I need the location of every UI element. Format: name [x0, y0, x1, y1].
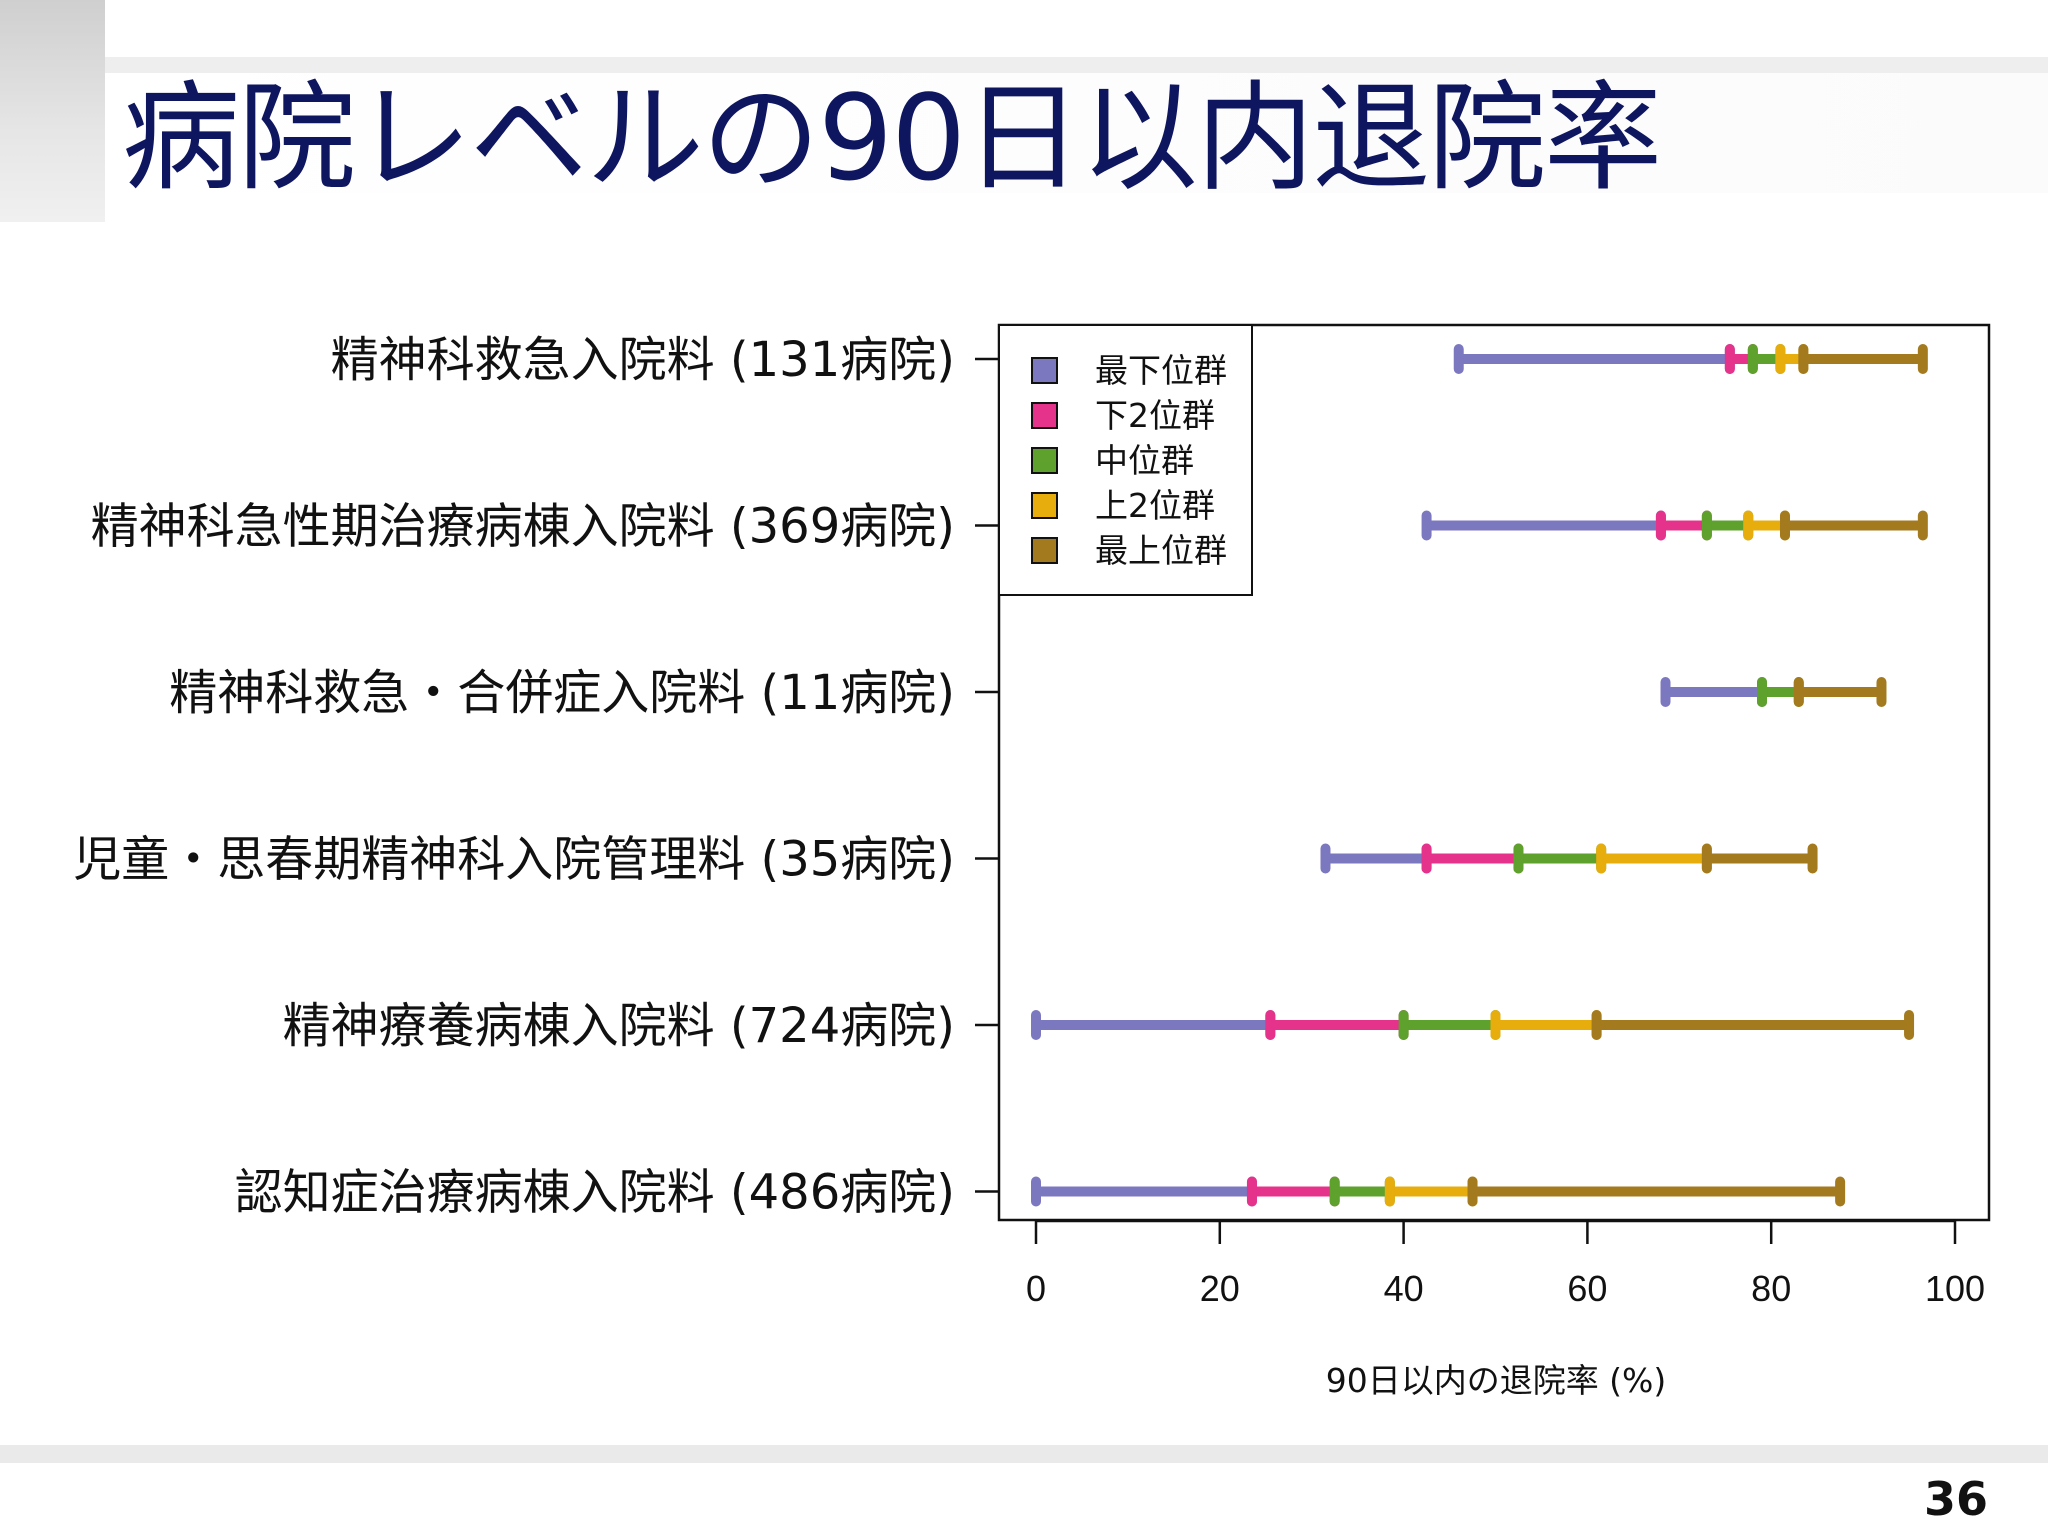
x-tick-label: 0 [1026, 1268, 1046, 1309]
segment-cap [1743, 510, 1754, 541]
x-axis-title: 90日以内の退院率 (%) [1326, 1361, 1667, 1400]
legend-label: 最下位群 [1095, 351, 1227, 390]
segment-cap [1660, 677, 1671, 707]
segment-cap [1596, 843, 1607, 874]
category-label: 認知症治療病棟入院料 (486病院) [235, 1165, 955, 1221]
legend-label: 下2位群 [1095, 396, 1215, 435]
x-tick-label: 20 [1200, 1268, 1240, 1309]
x-tick-label: 60 [1567, 1268, 1607, 1309]
segment-cap [1793, 677, 1804, 707]
segment-cap [1591, 1010, 1602, 1040]
segment-cap [1747, 344, 1758, 374]
legend-swatch [1031, 537, 1058, 564]
legend-swatch [1031, 357, 1058, 384]
segment-cap [1031, 1176, 1041, 1207]
footer-band [0, 1445, 2048, 1463]
segment-cap [1775, 344, 1786, 374]
slide-title: 病院レベルの90日以内退院率 [122, 69, 1662, 207]
title-background [105, 73, 2048, 193]
segment-cap [1265, 1010, 1276, 1040]
segment-cap [1398, 1010, 1409, 1040]
category-label: 精神科急性期治療病棟入院料 (369病院) [91, 499, 955, 555]
segment-cap [1655, 510, 1666, 541]
segment-cap [1876, 677, 1887, 707]
legend-swatch [1031, 492, 1058, 519]
legend-swatch [1031, 402, 1058, 429]
legend-swatch [1031, 447, 1058, 474]
segment-cap [1329, 1176, 1340, 1207]
category-label: 精神療養病棟入院料 (724病院) [283, 998, 955, 1054]
segment-cap [1724, 344, 1735, 374]
category-axis: 精神科救急入院料 (131病院) 精神科急性期治療病棟入院料 (369病院) 精神科… [73, 332, 999, 1221]
legend-label: 中位群 [1095, 441, 1194, 480]
segment-cap [1701, 510, 1712, 541]
x-tick-label: 100 [1925, 1268, 1985, 1309]
segment-cap [1807, 843, 1818, 874]
category-label: 児童・思春期精神科入院管理料 (35病院) [73, 832, 955, 888]
x-tick-label: 40 [1384, 1268, 1424, 1309]
segment-cap [1835, 1176, 1846, 1207]
segment-cap [1490, 1010, 1501, 1040]
data-segments [1031, 344, 1928, 1207]
segment-cap [1467, 1176, 1478, 1207]
x-axis: 0 20 40 60 80 100 [1026, 1219, 1985, 1309]
segment-cap [1757, 677, 1768, 707]
title-band [105, 57, 2048, 73]
category-label: 精神科救急・合併症入院料 (11病院) [169, 665, 955, 721]
corner-decoration [0, 0, 105, 222]
segment-cap [1513, 843, 1524, 874]
segment-cap [1798, 344, 1809, 374]
segment-cap [1031, 1010, 1041, 1040]
segment-cap [1384, 1176, 1395, 1207]
segment-cap [1421, 843, 1432, 874]
segment-cap [1917, 510, 1928, 541]
page-number: 36 [1923, 1472, 1988, 1526]
legend-label: 上2位群 [1095, 486, 1215, 525]
segment-cap [1246, 1176, 1257, 1207]
segment-cap [1320, 843, 1331, 874]
x-tick-label: 80 [1751, 1268, 1791, 1309]
segment-cap [1779, 510, 1790, 541]
segment-cap [1917, 344, 1928, 374]
segment-cap [1421, 510, 1432, 541]
category-label: 精神科救急入院料 (131病院) [331, 332, 955, 388]
segment-cap [1453, 344, 1464, 374]
segment-cap [1904, 1010, 1915, 1040]
segment-cap [1701, 843, 1712, 874]
legend-label: 最上位群 [1095, 531, 1227, 570]
